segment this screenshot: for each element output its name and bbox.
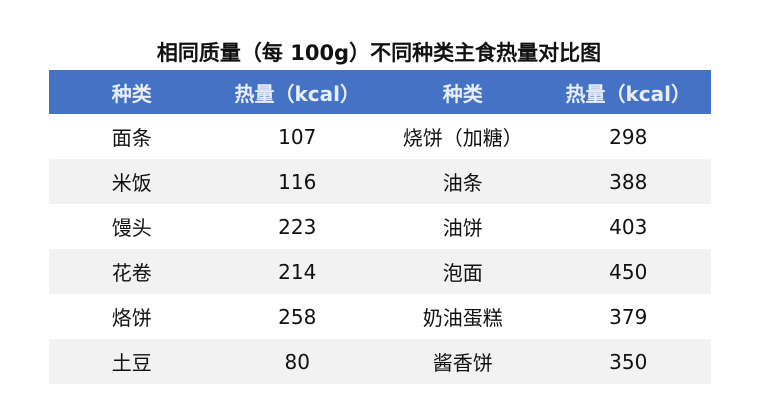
food-name-cell: 馒头 [111, 216, 152, 240]
column-header: 种类 [49, 70, 215, 114]
calorie-cell: 388 [545, 159, 711, 204]
calorie-cell: 223 [278, 214, 317, 239]
food-name-cell: 面条 [111, 126, 152, 150]
calorie-cell: 450 [545, 249, 711, 294]
calorie-cell: 298 [609, 124, 648, 149]
food-name-cell: 油饼 [442, 216, 483, 240]
table-row: 土豆 80 酱香饼 350 [49, 339, 711, 384]
calorie-cell: 107 [278, 124, 317, 149]
food-name-cell: 烙饼 [111, 306, 152, 330]
header-row: 种类 热量（kcal） 种类 热量（kcal） [49, 70, 711, 114]
food-name-cell: 花卷 [49, 249, 215, 294]
column-header: 热量（kcal） [214, 70, 380, 114]
calorie-cell: 350 [545, 339, 711, 384]
table-row: 面条 107 烧饼（加糖） 298 [49, 114, 711, 159]
food-name-cell: 酱香饼 [380, 339, 546, 384]
table-row: 馒头 223 油饼 403 [49, 204, 711, 249]
calorie-cell: 116 [214, 159, 380, 204]
food-name-cell: 米饭 [49, 159, 215, 204]
calorie-cell: 258 [278, 304, 317, 329]
calorie-cell: 214 [214, 249, 380, 294]
column-header: 种类 [380, 70, 546, 114]
calorie-cell: 80 [214, 339, 380, 384]
food-name-cell: 油条 [380, 159, 546, 204]
chart-title: 相同质量（每 100g）不同种类主食热量对比图 [156, 41, 602, 65]
table-row: 烙饼 258 奶油蛋糕 379 [49, 294, 711, 339]
food-name-cell: 烧饼（加糖） [402, 126, 523, 150]
food-name-cell: 土豆 [49, 339, 215, 384]
calorie-table: 种类 热量（kcal） 种类 热量（kcal） 面条 107 烧饼（加糖） 298 米饭 116… [49, 70, 711, 384]
food-name-cell: 奶油蛋糕 [422, 306, 503, 330]
table-row: 米饭 116 油条 388 [49, 159, 711, 204]
calorie-cell: 379 [609, 304, 648, 329]
calorie-cell: 403 [609, 214, 648, 239]
table-row: 花卷 214 泡面 450 [49, 249, 711, 294]
food-name-cell: 泡面 [380, 249, 546, 294]
column-header: 热量（kcal） [545, 70, 711, 114]
